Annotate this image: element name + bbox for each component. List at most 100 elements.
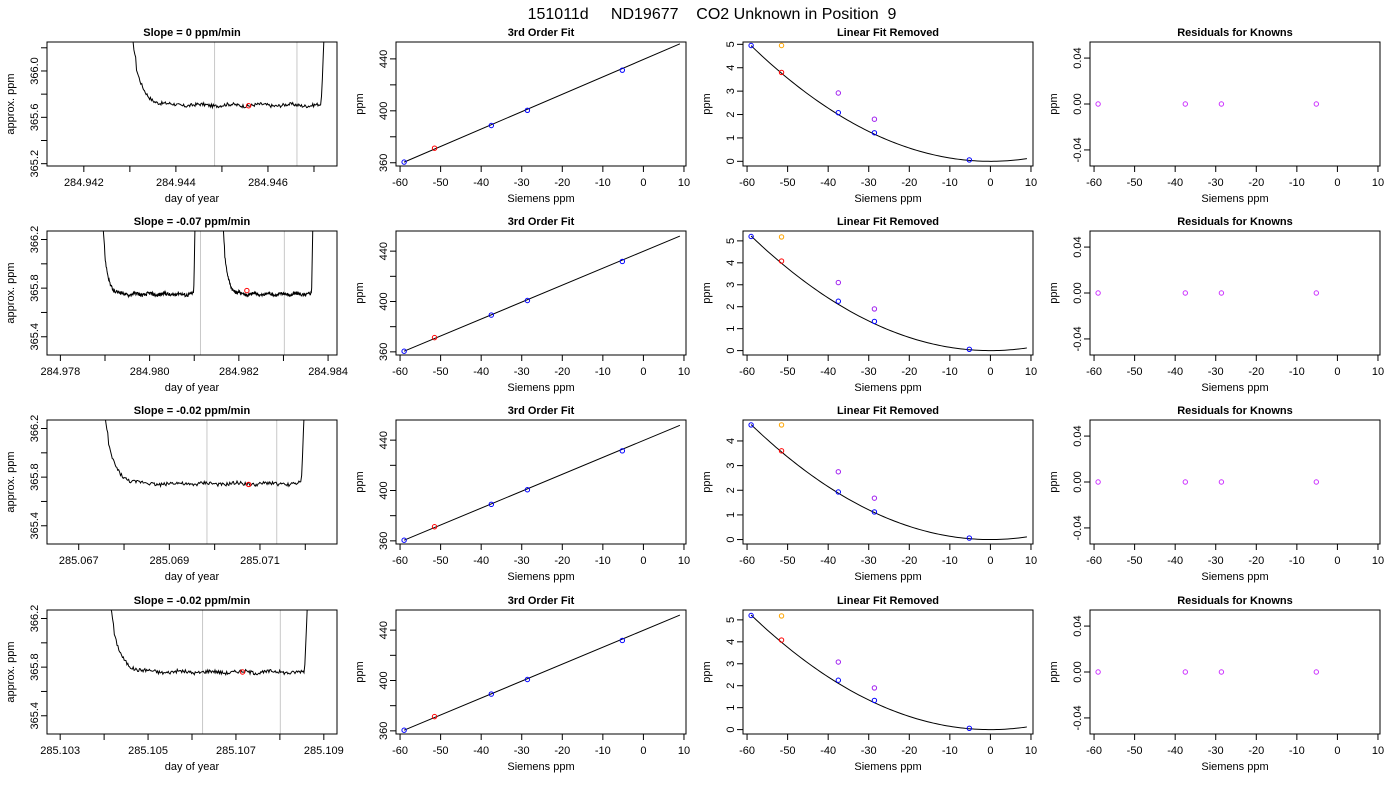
x-axis-label: day of year bbox=[165, 571, 220, 583]
x-tick-label: -20 bbox=[901, 555, 917, 567]
y-tick-label: 365.4 bbox=[29, 512, 41, 540]
y-axis-label: ppm bbox=[354, 661, 366, 682]
y-tick-label: 0 bbox=[725, 348, 737, 354]
y-tick-label: 0.04 bbox=[1072, 615, 1084, 636]
data-point bbox=[871, 116, 878, 122]
x-tick-label: -50 bbox=[1127, 555, 1143, 567]
x-tick-label: 10 bbox=[678, 366, 690, 378]
x-tick-label: -10 bbox=[595, 555, 611, 567]
x-tick-label: 284.946 bbox=[248, 177, 288, 189]
x-axis-label: Siemens ppm bbox=[507, 571, 574, 583]
plot-area bbox=[102, 231, 314, 355]
data-point bbox=[835, 489, 842, 495]
plot-area bbox=[401, 614, 681, 733]
x-axis-label: day of year bbox=[165, 382, 220, 394]
data-point bbox=[748, 612, 754, 619]
x-tick-label: 285.109 bbox=[304, 745, 344, 757]
panel-r3-c0: Slope = -0.02 ppm/min day of year approx. … bbox=[5, 595, 344, 773]
data-point bbox=[401, 348, 407, 354]
x-tick-label: -10 bbox=[1289, 745, 1305, 757]
data-point bbox=[619, 448, 626, 454]
data-point bbox=[871, 495, 878, 501]
x-axis-label: Siemens ppm bbox=[854, 193, 921, 205]
x-tick-label: 10 bbox=[678, 745, 690, 757]
x-tick-label: -30 bbox=[514, 177, 530, 189]
x-axis-label: Siemens ppm bbox=[507, 761, 574, 773]
data-point bbox=[488, 122, 495, 129]
plot-frame bbox=[46, 41, 338, 167]
data-point bbox=[1182, 101, 1189, 107]
y-tick-label: 400 bbox=[378, 671, 390, 689]
x-axis-label: Siemens ppm bbox=[1201, 382, 1268, 394]
data-point bbox=[748, 422, 754, 428]
x-tick-label: -20 bbox=[554, 555, 570, 567]
x-tick-label: -10 bbox=[942, 745, 958, 757]
fit-line bbox=[403, 43, 681, 163]
data-point bbox=[431, 145, 438, 151]
panel-title: Residuals for Knowns bbox=[1177, 27, 1293, 39]
y-axis-label: ppm bbox=[354, 282, 366, 303]
data-point bbox=[778, 448, 785, 454]
panel-r1-c2: Linear Fit Removed Siemens ppm ppm -60 -50 -4… bbox=[701, 216, 1037, 394]
plot-area bbox=[1095, 101, 1320, 107]
x-tick-label: 284.984 bbox=[308, 366, 348, 378]
data-point bbox=[778, 234, 785, 240]
plot-area bbox=[1095, 479, 1320, 485]
x-tick-label: -50 bbox=[433, 177, 449, 189]
x-tick-label: -30 bbox=[861, 177, 877, 189]
x-tick-label: 10 bbox=[1372, 745, 1384, 757]
data-point bbox=[1218, 479, 1225, 485]
data-point bbox=[1218, 669, 1225, 675]
x-tick-label: 0 bbox=[1334, 177, 1340, 189]
y-tick-label: 1 bbox=[725, 326, 737, 332]
x-tick-label: -20 bbox=[554, 177, 570, 189]
y-axis-label: ppm bbox=[1048, 471, 1060, 492]
x-tick-label: 285.067 bbox=[59, 555, 99, 567]
y-axis-label: ppm bbox=[354, 93, 366, 114]
panel-grid: Slope = 0 ppm/min day of year approx. ppm 2… bbox=[5, 27, 1384, 773]
x-tick-label: -60 bbox=[739, 555, 755, 567]
x-tick-label: 284.944 bbox=[156, 177, 196, 189]
x-axis-label: Siemens ppm bbox=[1201, 761, 1268, 773]
y-tick-label: 440 bbox=[378, 431, 390, 449]
plot-area bbox=[401, 235, 681, 354]
main-title: 151011d ND19677 CO2 Unknown in Position … bbox=[528, 6, 897, 23]
x-tick-label: 284.942 bbox=[64, 177, 104, 189]
data-point bbox=[871, 685, 878, 691]
concentration-trace bbox=[105, 420, 305, 489]
x-tick-label: -40 bbox=[1167, 177, 1183, 189]
fit-curve bbox=[750, 424, 1027, 541]
y-tick-label: 5 bbox=[725, 617, 737, 623]
x-tick-label: 10 bbox=[1372, 177, 1384, 189]
plot-area bbox=[1095, 290, 1320, 296]
y-tick-label: -0.04 bbox=[1072, 137, 1084, 162]
x-tick-label: -30 bbox=[861, 366, 877, 378]
x-axis-label: Siemens ppm bbox=[507, 193, 574, 205]
x-axis-label: day of year bbox=[165, 761, 220, 773]
y-tick-label: 1 bbox=[725, 512, 737, 518]
plot-frame bbox=[1089, 609, 1381, 735]
panel-title: Slope = -0.02 ppm/min bbox=[134, 405, 251, 417]
plot-frame bbox=[742, 41, 1034, 167]
x-tick-label: -30 bbox=[1208, 366, 1224, 378]
y-tick-label: 0.00 bbox=[1072, 471, 1084, 492]
data-point bbox=[748, 42, 754, 49]
y-axis-label: ppm bbox=[701, 471, 713, 492]
x-tick-label: 0 bbox=[987, 745, 993, 757]
x-tick-label: -10 bbox=[1289, 366, 1305, 378]
sample-marker bbox=[244, 287, 250, 294]
x-axis-label: Siemens ppm bbox=[507, 382, 574, 394]
y-tick-label: 5 bbox=[725, 41, 737, 47]
data-point bbox=[524, 487, 531, 493]
y-tick-label: 365.6 bbox=[29, 104, 41, 132]
x-tick-label: 285.069 bbox=[149, 555, 189, 567]
y-tick-label: 360 bbox=[378, 343, 390, 361]
panel-title: Residuals for Knowns bbox=[1177, 216, 1293, 228]
x-tick-label: -50 bbox=[780, 555, 796, 567]
data-point bbox=[1313, 101, 1320, 107]
data-point bbox=[835, 298, 842, 304]
x-axis-label: day of year bbox=[165, 193, 220, 205]
x-tick-label: -20 bbox=[554, 366, 570, 378]
x-tick-label: 10 bbox=[1372, 555, 1384, 567]
data-point bbox=[778, 613, 785, 619]
